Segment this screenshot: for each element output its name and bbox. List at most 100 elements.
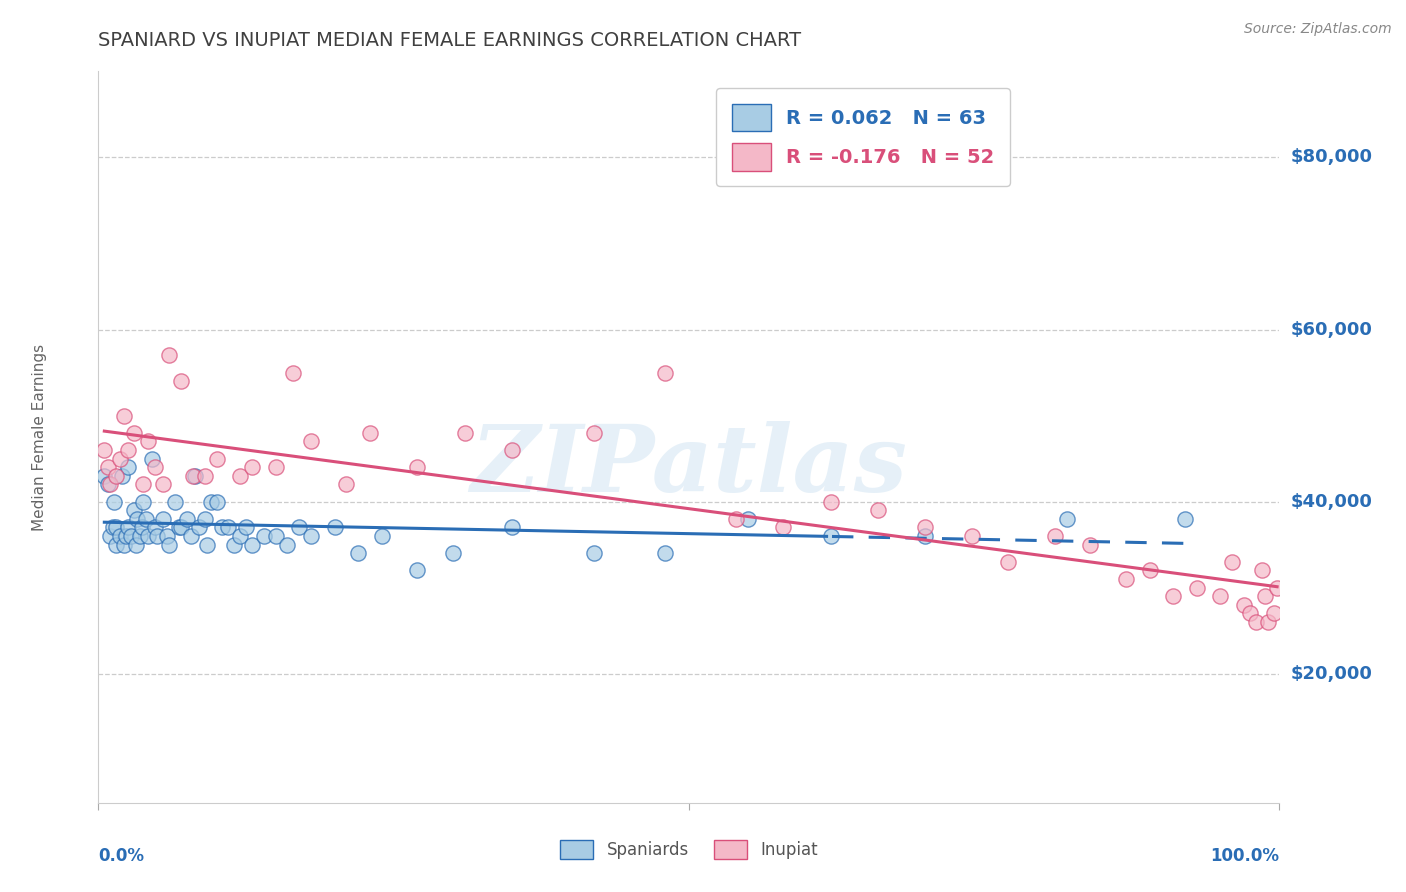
- Point: [347, 546, 370, 560]
- Point: [772, 520, 794, 534]
- Point: [176, 512, 198, 526]
- Point: [914, 520, 936, 534]
- Point: [93, 468, 115, 483]
- Point: [152, 477, 174, 491]
- Point: [1080, 538, 1102, 552]
- Point: [371, 529, 394, 543]
- Point: [132, 494, 155, 508]
- Point: [1263, 607, 1285, 621]
- Point: [105, 468, 128, 483]
- Point: [105, 538, 128, 552]
- Point: [167, 520, 190, 534]
- Text: $20,000: $20,000: [1291, 665, 1372, 682]
- Point: [131, 520, 153, 534]
- Text: $40,000: $40,000: [1291, 492, 1372, 510]
- Point: [914, 529, 936, 543]
- Point: [184, 468, 207, 483]
- Point: [108, 529, 131, 543]
- Point: [205, 451, 228, 466]
- Point: [820, 494, 842, 508]
- Point: [200, 494, 222, 508]
- Point: [195, 538, 218, 552]
- Point: [136, 434, 159, 449]
- Point: [117, 460, 139, 475]
- Point: [112, 409, 135, 423]
- Point: [180, 529, 202, 543]
- Point: [122, 503, 145, 517]
- Point: [136, 529, 159, 543]
- Point: [441, 546, 464, 560]
- Point: [194, 468, 217, 483]
- Point: [1056, 512, 1078, 526]
- Point: [1139, 564, 1161, 578]
- Point: [135, 512, 157, 526]
- Text: Median Female Earnings: Median Female Earnings: [32, 343, 46, 531]
- Point: [406, 564, 429, 578]
- Point: [165, 494, 187, 508]
- Point: [1185, 581, 1208, 595]
- Point: [125, 538, 148, 552]
- Point: [1115, 572, 1137, 586]
- Point: [264, 460, 287, 475]
- Point: [97, 477, 120, 491]
- Point: [181, 468, 204, 483]
- Point: [406, 460, 429, 475]
- Text: 100.0%: 100.0%: [1211, 847, 1279, 864]
- Point: [997, 555, 1019, 569]
- Point: [335, 477, 357, 491]
- Point: [127, 512, 149, 526]
- Text: Source: ZipAtlas.com: Source: ZipAtlas.com: [1244, 22, 1392, 37]
- Point: [276, 538, 298, 552]
- Point: [157, 348, 180, 362]
- Point: [157, 538, 180, 552]
- Point: [725, 512, 748, 526]
- Point: [1174, 512, 1197, 526]
- Point: [141, 451, 163, 466]
- Point: [453, 425, 475, 440]
- Point: [143, 460, 166, 475]
- Point: [117, 442, 139, 457]
- Point: [146, 529, 169, 543]
- Point: [229, 468, 252, 483]
- Point: [962, 529, 984, 543]
- Point: [98, 477, 121, 491]
- Text: ZIPatlas: ZIPatlas: [471, 421, 907, 511]
- Point: [1161, 589, 1184, 603]
- Point: [299, 434, 322, 449]
- Point: [121, 529, 143, 543]
- Point: [170, 374, 193, 388]
- Point: [128, 529, 150, 543]
- Point: [117, 520, 139, 534]
- Point: [187, 520, 209, 534]
- Point: [114, 529, 136, 543]
- Point: [205, 494, 228, 508]
- Point: [299, 529, 322, 543]
- Point: [583, 546, 606, 560]
- Point: [156, 529, 179, 543]
- Point: [152, 512, 174, 526]
- Point: [1244, 615, 1267, 629]
- Point: [1265, 581, 1288, 595]
- Point: [1257, 615, 1279, 629]
- Point: [132, 477, 155, 491]
- Text: $60,000: $60,000: [1291, 320, 1372, 339]
- Point: [122, 425, 145, 440]
- Text: 0.0%: 0.0%: [98, 847, 145, 864]
- Point: [323, 520, 346, 534]
- Point: [1239, 607, 1261, 621]
- Point: [229, 529, 252, 543]
- Point: [583, 425, 606, 440]
- Point: [93, 442, 115, 457]
- Point: [654, 546, 676, 560]
- Point: [211, 520, 233, 534]
- Point: [737, 512, 759, 526]
- Point: [1209, 589, 1232, 603]
- Point: [359, 425, 381, 440]
- Point: [194, 512, 217, 526]
- Point: [866, 503, 889, 517]
- Point: [224, 538, 246, 552]
- Point: [1250, 564, 1272, 578]
- Point: [1254, 589, 1277, 603]
- Text: SPANIARD VS INUPIAT MEDIAN FEMALE EARNINGS CORRELATION CHART: SPANIARD VS INUPIAT MEDIAN FEMALE EARNIN…: [98, 31, 801, 50]
- Point: [97, 460, 120, 475]
